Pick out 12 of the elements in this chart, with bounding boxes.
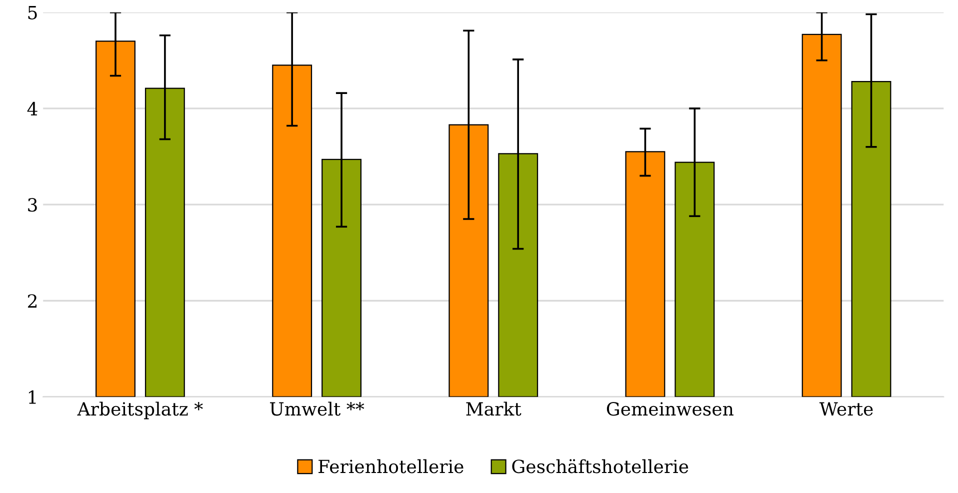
x-tick-label: Markt [466,402,522,416]
x-tick-label: Werte [819,402,873,416]
legend-label: Ferienhotellerie [318,459,464,474]
y-tick-label: 5 [28,6,37,20]
legend-label: Geschäftshotellerie [512,459,688,474]
y-tick-label: 1 [28,390,36,404]
y-tick-label: 3 [28,198,37,212]
x-tick-label: Arbeitsplatz * [77,402,203,420]
y-tick-label: 2 [28,294,36,308]
x-tick-label: Umwelt ** [270,402,364,416]
y-tick-label: 4 [27,102,38,116]
x-tick-label: Gemeinwesen [606,402,734,416]
